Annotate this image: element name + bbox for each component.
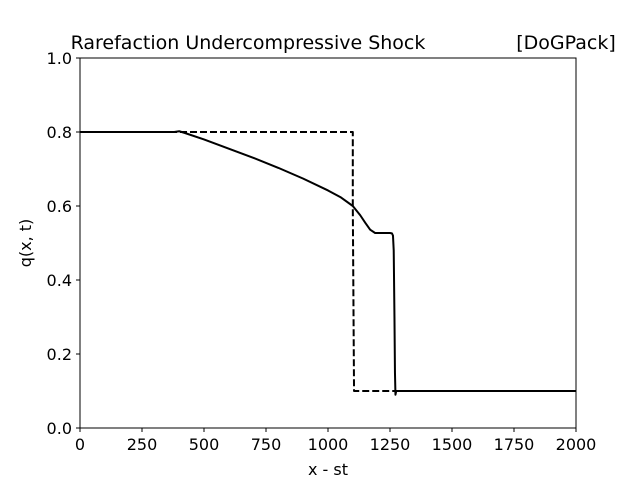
- x-axis-label: x - st: [308, 460, 348, 479]
- y-tick-label: 0.6: [47, 197, 72, 216]
- y-tick-label: 0.2: [47, 345, 72, 364]
- y-tick-label: 0.8: [47, 123, 72, 142]
- chart-title-tag: [DoGPack]: [516, 32, 616, 54]
- plot-frame: [79, 57, 577, 429]
- x-tick-label: 750: [251, 435, 282, 454]
- series-layer: [80, 130, 576, 396]
- series-line-initial: [80, 131, 576, 392]
- y-tick-label: 0.0: [47, 419, 72, 438]
- x-tick-label: 500: [189, 435, 220, 454]
- chart-title: Rarefaction Undercompressive Shock: [71, 32, 426, 54]
- y-tick-label: 1.0: [47, 49, 72, 68]
- x-tick-label: 1750: [494, 435, 535, 454]
- y-axis-label: q(x, t): [16, 219, 35, 268]
- x-tick-label: 2000: [556, 435, 597, 454]
- x-tick-label: 1250: [370, 435, 411, 454]
- y-tick-label: 0.4: [47, 271, 72, 290]
- x-tick-label: 1500: [432, 435, 473, 454]
- ticks-layer: 0 250 500 750 1000 1250 1500 1750 2000 0.0 0.2 0.4 0…: [47, 49, 597, 454]
- x-tick-label: 0: [75, 435, 85, 454]
- series-line-solution: [80, 130, 576, 396]
- x-tick-label: 1000: [308, 435, 349, 454]
- x-tick-label: 250: [127, 435, 158, 454]
